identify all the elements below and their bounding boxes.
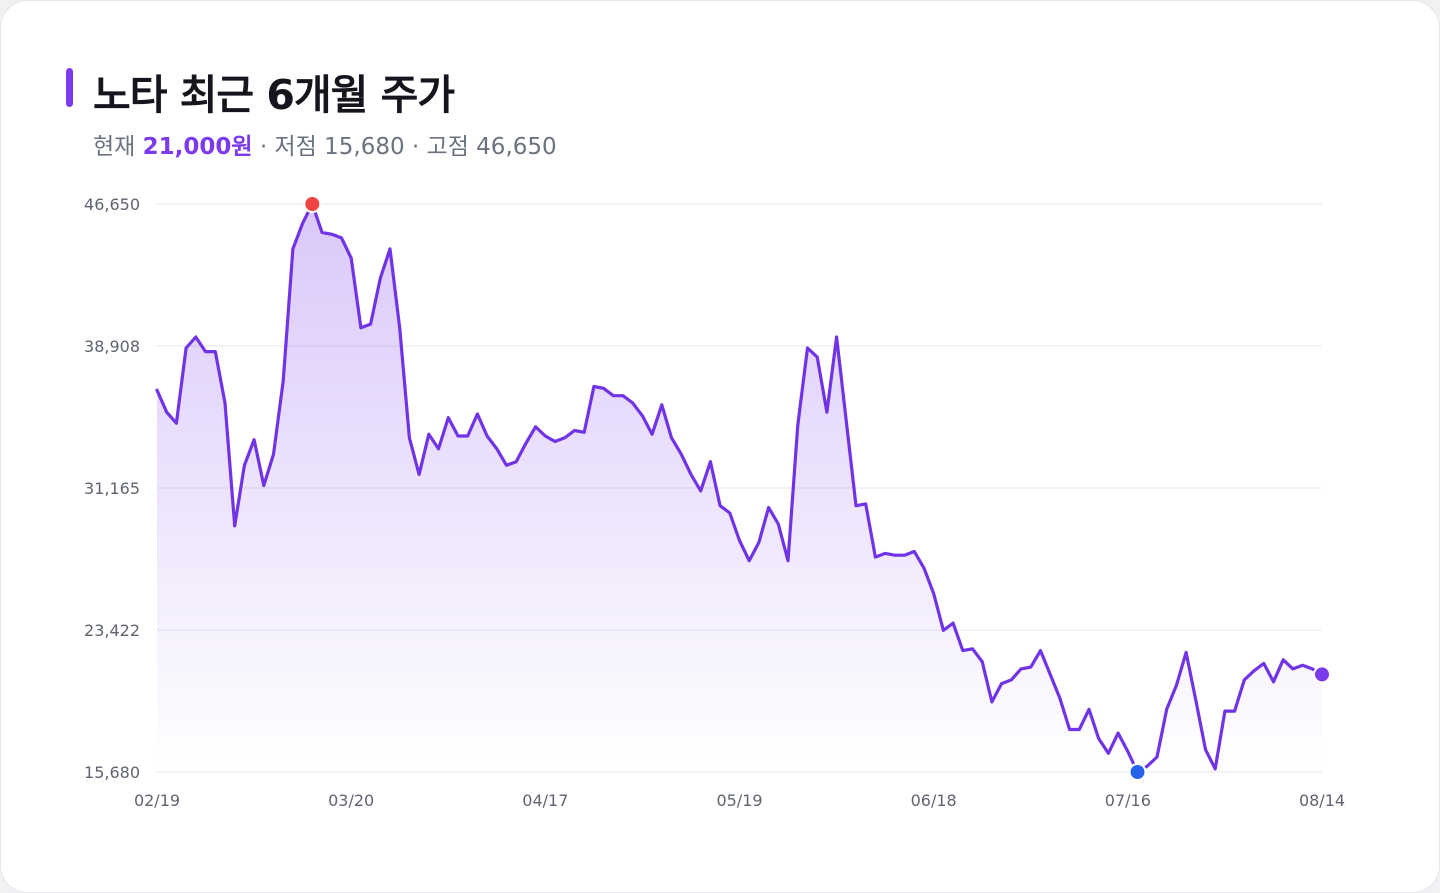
current-marker xyxy=(1313,665,1331,684)
x-tick-label: 02/19 xyxy=(134,791,180,810)
x-tick-label: 07/16 xyxy=(1105,791,1151,810)
high-marker xyxy=(303,195,322,213)
high-price: · 고점 46,650 xyxy=(411,134,557,160)
price-summary: 현재 21,000원 · 저점 15,680 · 고점 46,650 xyxy=(93,127,557,161)
low-price: · 저점 15,680 xyxy=(259,134,405,160)
y-tick-label: 31,165 xyxy=(84,479,140,498)
price-line xyxy=(155,202,1324,774)
x-tick-label: 05/19 xyxy=(716,791,762,810)
price-area xyxy=(157,204,1322,772)
title-accent-bar xyxy=(66,68,73,107)
x-tick-label: 06/18 xyxy=(911,791,957,810)
y-tick-label: 15,680 xyxy=(84,763,140,782)
low-marker xyxy=(1128,763,1147,781)
y-tick-label: 23,422 xyxy=(84,621,140,640)
chart-title: 노타 최근 6개월 주가 xyxy=(93,71,455,119)
y-tick-label: 46,650 xyxy=(84,195,140,214)
x-tick-label: 03/20 xyxy=(328,791,374,810)
current-price: 21,000원 xyxy=(142,134,253,160)
current-label: 현재 xyxy=(93,134,136,160)
y-tick-label: 38,908 xyxy=(84,337,140,356)
x-tick-label: 04/17 xyxy=(522,791,568,810)
x-tick-label: 08/14 xyxy=(1299,791,1345,810)
